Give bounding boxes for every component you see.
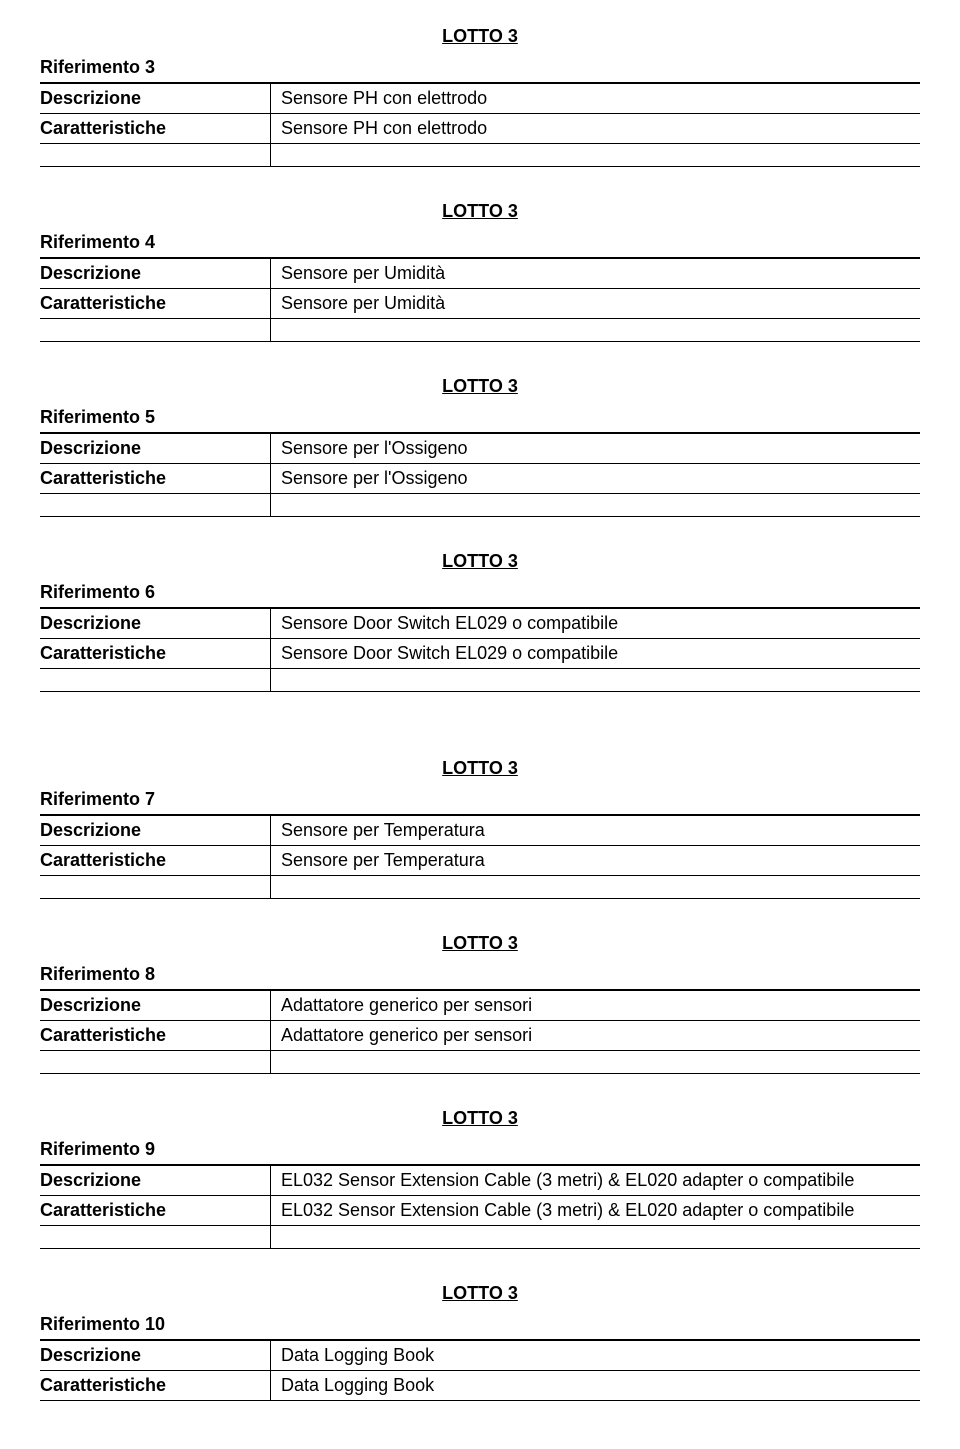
- riferimento-label: Riferimento 3: [40, 53, 270, 82]
- descrizione-value: Adattatore generico per sensori: [271, 991, 920, 1020]
- caratteristiche-value: EL032 Sensor Extension Cable (3 metri) &…: [271, 1196, 920, 1225]
- lotto-section: LOTTO 3 Riferimento 6 Descrizione Sensor…: [40, 545, 920, 692]
- caratteristiche-row: Caratteristiche Sensore Door Switch EL02…: [40, 639, 920, 669]
- spacer-row: [40, 1226, 920, 1249]
- riferimento-row: Riferimento 7: [40, 785, 920, 816]
- caratteristiche-value: Sensore per Umidità: [271, 289, 920, 318]
- caratteristiche-label: Caratteristiche: [40, 639, 271, 668]
- descrizione-label: Descrizione: [40, 434, 271, 463]
- lotto-section: LOTTO 3 Riferimento 8 Descrizione Adatta…: [40, 927, 920, 1074]
- caratteristiche-label: Caratteristiche: [40, 846, 271, 875]
- spacer-row: [40, 494, 920, 517]
- caratteristiche-label: Caratteristiche: [40, 464, 271, 493]
- spacer-row: [40, 669, 920, 692]
- descrizione-label: Descrizione: [40, 84, 271, 113]
- lotto-section: LOTTO 3 Riferimento 9 Descrizione EL032 …: [40, 1102, 920, 1249]
- caratteristiche-row: Caratteristiche Adattatore generico per …: [40, 1021, 920, 1051]
- caratteristiche-label: Caratteristiche: [40, 289, 271, 318]
- riferimento-label: Riferimento 6: [40, 578, 270, 607]
- caratteristiche-value: Sensore PH con elettrodo: [271, 114, 920, 143]
- riferimento-row: Riferimento 4: [40, 228, 920, 259]
- riferimento-label: Riferimento 9: [40, 1135, 270, 1164]
- caratteristiche-row: Caratteristiche Sensore per Temperatura: [40, 846, 920, 876]
- caratteristiche-row: Caratteristiche Sensore per l'Ossigeno: [40, 464, 920, 494]
- caratteristiche-label: Caratteristiche: [40, 1371, 271, 1400]
- caratteristiche-value: Data Logging Book: [271, 1371, 920, 1400]
- riferimento-row: Riferimento 8: [40, 960, 920, 991]
- descrizione-label: Descrizione: [40, 259, 271, 288]
- caratteristiche-label: Caratteristiche: [40, 114, 271, 143]
- lotto-title: LOTTO 3: [40, 1277, 920, 1310]
- caratteristiche-row: Caratteristiche Sensore per Umidità: [40, 289, 920, 319]
- lotto-title: LOTTO 3: [40, 927, 920, 960]
- descrizione-label: Descrizione: [40, 609, 271, 638]
- descrizione-label: Descrizione: [40, 1166, 271, 1195]
- lotto-section: LOTTO 3 Riferimento 3 Descrizione Sensor…: [40, 20, 920, 167]
- riferimento-label: Riferimento 4: [40, 228, 270, 257]
- lotto-section: LOTTO 3 Riferimento 4 Descrizione Sensor…: [40, 195, 920, 342]
- caratteristiche-value: Sensore per l'Ossigeno: [271, 464, 920, 493]
- lotto-title: LOTTO 3: [40, 20, 920, 53]
- riferimento-row: Riferimento 9: [40, 1135, 920, 1166]
- descrizione-row: Descrizione Sensore PH con elettrodo: [40, 84, 920, 114]
- descrizione-label: Descrizione: [40, 816, 271, 845]
- spacer-row: [40, 1051, 920, 1074]
- lotto-title: LOTTO 3: [40, 370, 920, 403]
- descrizione-value: Sensore per Umidità: [271, 259, 920, 288]
- riferimento-label: Riferimento 7: [40, 785, 270, 814]
- descrizione-row: Descrizione Sensore per Temperatura: [40, 816, 920, 846]
- descrizione-row: Descrizione EL032 Sensor Extension Cable…: [40, 1166, 920, 1196]
- descrizione-label: Descrizione: [40, 991, 271, 1020]
- descrizione-value: Sensore Door Switch EL029 o compatibile: [271, 609, 920, 638]
- riferimento-label: Riferimento 8: [40, 960, 270, 989]
- descrizione-row: Descrizione Data Logging Book: [40, 1341, 920, 1371]
- riferimento-row: Riferimento 6: [40, 578, 920, 609]
- caratteristiche-value: Adattatore generico per sensori: [271, 1021, 920, 1050]
- lotto-title: LOTTO 3: [40, 1102, 920, 1135]
- lotto-title: LOTTO 3: [40, 545, 920, 578]
- caratteristiche-value: Sensore per Temperatura: [271, 846, 920, 875]
- descrizione-row: Descrizione Sensore per Umidità: [40, 259, 920, 289]
- caratteristiche-label: Caratteristiche: [40, 1021, 271, 1050]
- riferimento-row: Riferimento 3: [40, 53, 920, 84]
- caratteristiche-row: Caratteristiche Data Logging Book: [40, 1371, 920, 1401]
- descrizione-row: Descrizione Adattatore generico per sens…: [40, 991, 920, 1021]
- lotto-section: LOTTO 3 Riferimento 5 Descrizione Sensor…: [40, 370, 920, 517]
- descrizione-label: Descrizione: [40, 1341, 271, 1370]
- descrizione-value: Data Logging Book: [271, 1341, 920, 1370]
- descrizione-value: Sensore PH con elettrodo: [271, 84, 920, 113]
- spacer-row: [40, 876, 920, 899]
- caratteristiche-row: Caratteristiche EL032 Sensor Extension C…: [40, 1196, 920, 1226]
- spacer-row: [40, 144, 920, 167]
- descrizione-row: Descrizione Sensore Door Switch EL029 o …: [40, 609, 920, 639]
- lotto-title: LOTTO 3: [40, 195, 920, 228]
- caratteristiche-row: Caratteristiche Sensore PH con elettrodo: [40, 114, 920, 144]
- descrizione-value: Sensore per l'Ossigeno: [271, 434, 920, 463]
- descrizione-value: Sensore per Temperatura: [271, 816, 920, 845]
- spacer-row: [40, 319, 920, 342]
- caratteristiche-value: Sensore Door Switch EL029 o compatibile: [271, 639, 920, 668]
- riferimento-label: Riferimento 10: [40, 1310, 270, 1339]
- riferimento-row: Riferimento 10: [40, 1310, 920, 1341]
- lotto-section: LOTTO 3 Riferimento 7 Descrizione Sensor…: [40, 752, 920, 899]
- caratteristiche-label: Caratteristiche: [40, 1196, 271, 1225]
- riferimento-row: Riferimento 5: [40, 403, 920, 434]
- riferimento-label: Riferimento 5: [40, 403, 270, 432]
- lotto-title: LOTTO 3: [40, 752, 920, 785]
- descrizione-value: EL032 Sensor Extension Cable (3 metri) &…: [271, 1166, 920, 1195]
- descrizione-row: Descrizione Sensore per l'Ossigeno: [40, 434, 920, 464]
- lotto-section: LOTTO 3 Riferimento 10 Descrizione Data …: [40, 1277, 920, 1401]
